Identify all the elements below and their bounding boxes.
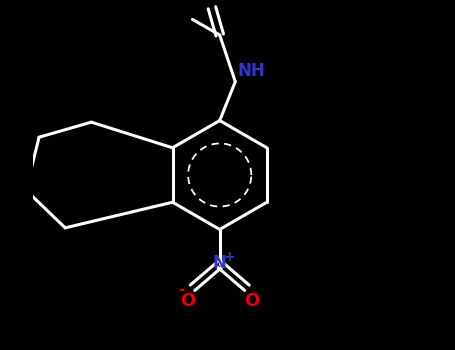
Text: O: O xyxy=(244,292,259,310)
Text: NH: NH xyxy=(237,62,265,80)
Text: +: + xyxy=(223,250,235,264)
Text: N: N xyxy=(213,253,227,272)
Text: O: O xyxy=(180,292,196,310)
Text: -: - xyxy=(178,282,185,297)
